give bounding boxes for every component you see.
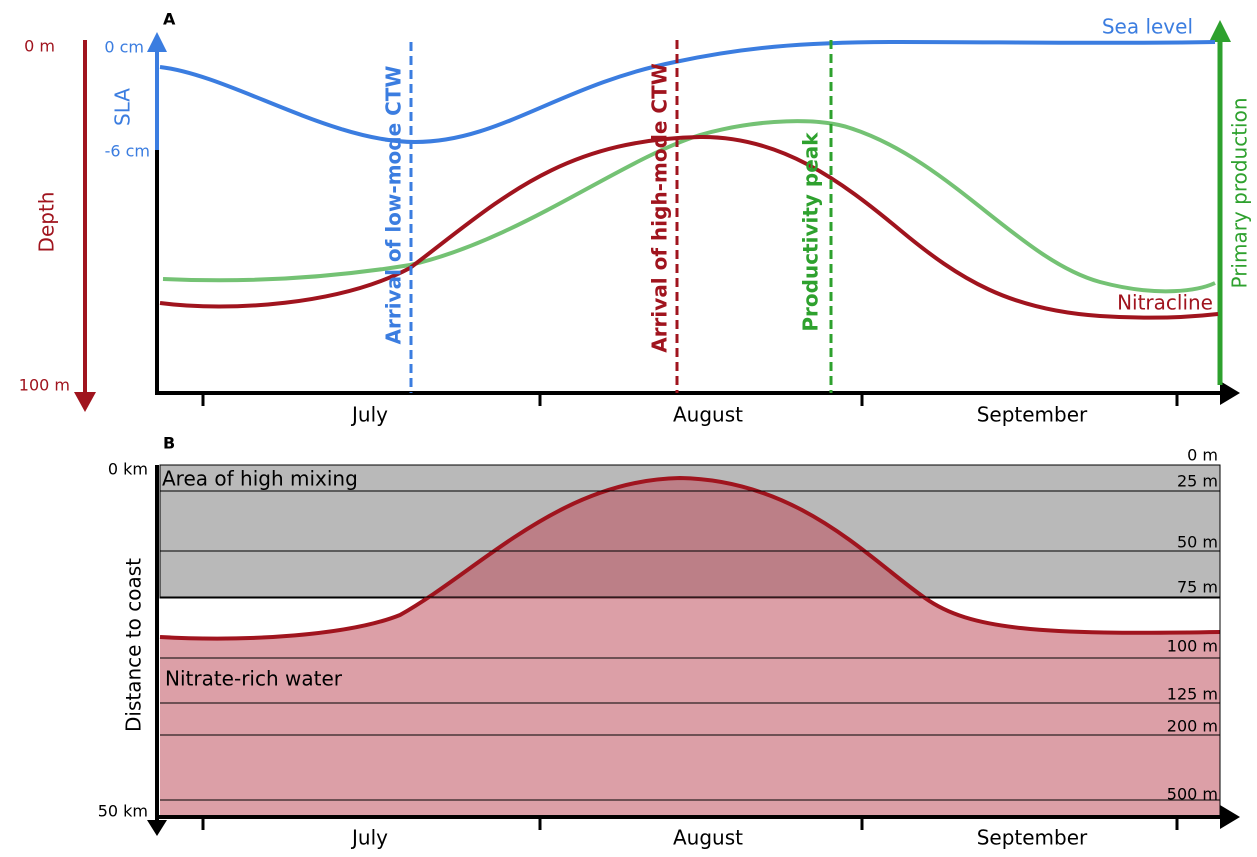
sla-top: 0 cm [104, 38, 144, 57]
month: September [977, 403, 1088, 427]
x-ticks [201, 817, 1179, 830]
depth-top: 0 m [24, 37, 55, 56]
depth-label: 0 m [1187, 446, 1218, 465]
sla-title: SLA [111, 88, 135, 126]
event-label: Arrival of low-mode CTW [382, 66, 406, 345]
nitracline-curve [159, 475, 1221, 641]
month: August [673, 826, 743, 850]
production-arrowhead [1209, 20, 1231, 42]
depth-label: 100 m [1167, 637, 1218, 656]
nitracline-curve [159, 134, 1219, 320]
panel-label: B [163, 434, 175, 453]
sea-level-curve [159, 39, 1216, 145]
depth-label: 25 m [1177, 472, 1218, 491]
x-ticks [201, 393, 1179, 406]
x-arrowhead [1220, 805, 1240, 829]
panel-b: B 0 m 25 m 50 m 75 m 100 m 125 m 200 m 5… [98, 434, 1240, 850]
depth-arrowhead [74, 392, 96, 412]
depth-label: 125 m [1167, 685, 1218, 704]
event-label: Arrival of high-mode CTW [648, 63, 672, 353]
y-arrowhead [147, 820, 167, 836]
depth-lines [160, 465, 1221, 815]
depth-label: 75 m [1177, 578, 1218, 597]
region-label: Area of high mixing [162, 467, 358, 491]
sla-arrowhead [147, 32, 167, 52]
distance-bottom: 50 km [98, 802, 148, 821]
month: September [977, 826, 1088, 850]
production-title: Primary production [1228, 97, 1252, 288]
depth-label: 500 m [1167, 785, 1218, 804]
depth-bottom: 100 m [19, 376, 70, 395]
x-arrowhead [1220, 381, 1240, 405]
nitracline-label: Nitracline [1117, 291, 1213, 315]
month: July [350, 403, 388, 427]
distance-title: Distance to coast [122, 558, 146, 732]
depth-title: Depth [35, 192, 59, 253]
sea-level-label: Sea level [1102, 15, 1193, 39]
event-label: Productivity peak [799, 132, 823, 332]
month: July [350, 826, 388, 850]
distance-top: 0 km [108, 460, 148, 479]
sla-bottom: -6 cm [105, 142, 150, 161]
depth-label: 200 m [1167, 717, 1218, 736]
region-label: Nitrate-rich water [165, 667, 343, 691]
depth-label: 50 m [1177, 533, 1218, 552]
month: August [673, 403, 743, 427]
panel-label: A [163, 10, 176, 29]
nitrate-area [160, 478, 1220, 815]
panel-a: A 0 m 100 m Depth 0 cm -6 cm SLA July Au… [19, 10, 1252, 427]
production-curve [162, 119, 1216, 294]
